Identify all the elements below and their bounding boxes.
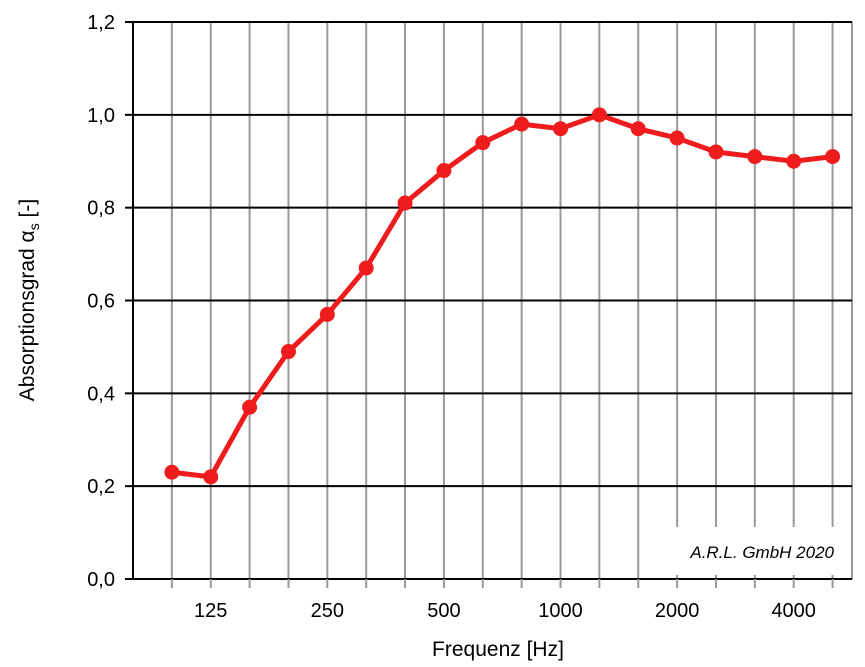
data-point <box>747 149 763 165</box>
y-tick-label: 0,2 <box>87 476 115 498</box>
x-tick-label: 250 <box>311 600 344 622</box>
y-axis-label-subscript: s <box>26 223 42 230</box>
data-point <box>319 306 335 322</box>
data-point <box>786 153 802 169</box>
data-point <box>669 130 685 146</box>
x-tick-labels: 125 250 500 1000 2000 4000 <box>194 600 816 622</box>
annotation-text: A.R.L. GmbH 2020 <box>689 543 834 562</box>
data-point <box>242 399 258 415</box>
y-tick-labels: 0,0 0,2 0,4 0,6 0,8 1,0 1,2 <box>87 12 115 591</box>
series-points <box>164 107 841 485</box>
data-point <box>397 195 413 211</box>
y-tick-label: 1,0 <box>87 105 115 127</box>
y-tick-label: 0,8 <box>87 198 115 220</box>
x-tick-label: 2000 <box>655 600 700 622</box>
data-point <box>436 163 452 179</box>
horizontal-gridlines <box>133 21 852 488</box>
data-point <box>553 121 569 137</box>
series-line <box>171 112 833 480</box>
data-point <box>203 469 219 485</box>
data-point <box>708 144 724 160</box>
y-tick-marks <box>125 21 133 580</box>
data-point <box>591 107 607 123</box>
data-point <box>164 464 180 480</box>
y-axis-label-unit: [-] <box>16 199 39 224</box>
annotation-box <box>640 527 840 575</box>
x-tick-label: 4000 <box>771 600 816 622</box>
x-axis-label: Frequenz [Hz] <box>432 638 564 661</box>
x-tick-marks <box>170 579 834 588</box>
data-point <box>358 260 374 276</box>
y-axis-label-main: Absorptionsgrad α <box>16 230 39 401</box>
y-axis-label: Absorptionsgrad αs [-] <box>16 199 42 401</box>
data-point <box>825 149 841 165</box>
data-point <box>475 135 491 151</box>
data-point <box>630 121 646 137</box>
y-tick-label: 0,0 <box>87 569 115 591</box>
y-tick-label: 1,2 <box>87 12 115 34</box>
x-tick-label: 500 <box>427 600 460 622</box>
x-tick-label: 125 <box>194 600 227 622</box>
data-point <box>280 344 296 360</box>
data-point <box>514 116 530 132</box>
y-tick-label: 0,6 <box>87 291 115 313</box>
y-tick-label: 0,4 <box>87 383 115 405</box>
x-tick-label: 1000 <box>538 600 583 622</box>
